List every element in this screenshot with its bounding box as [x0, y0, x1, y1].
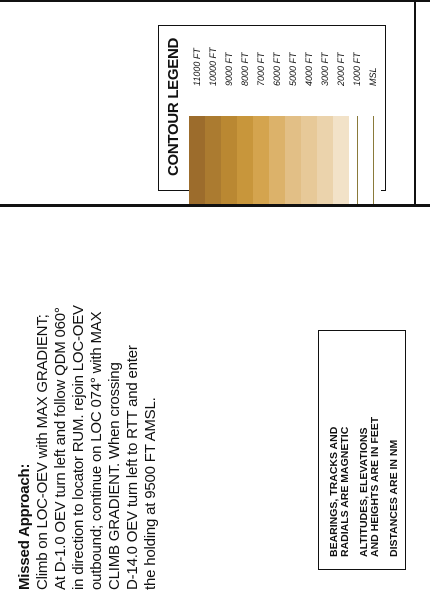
missed-approach: Missed Approach: Climb on LOC-OEV with M… [16, 305, 160, 590]
right-rule [414, 0, 416, 206]
contour-legend: CONTOUR LEGEND 11000 FT 10000 FT 9000 FT 80… [158, 25, 386, 204]
legend-level-label: 9000 FT [224, 52, 234, 86]
legend-level-label: 10000 FT [208, 47, 218, 86]
note: BEARINGS, TRACKS AND RADIALS ARE MAGNETIC [328, 426, 351, 557]
top-rule [0, 0, 430, 2]
missed-line: the holding at 9500 FT AMSL. [142, 397, 159, 590]
legend-swatch [365, 116, 381, 204]
legend-swatch [221, 116, 237, 204]
legend-swatch [301, 116, 317, 204]
missed-line: At D-1.0 OEV turn left and follow QDM 06… [52, 307, 69, 590]
missed-line: D-14.0 OEV turn left to RTT and enter [124, 345, 141, 590]
legend-level-label: 3000 FT [320, 52, 330, 86]
missed-line: outbound; continue on LOC 074° with MAX [88, 311, 105, 590]
contour-line [373, 116, 374, 204]
legend-swatch [333, 116, 349, 204]
legend-swatch [317, 116, 333, 204]
legend-swatch [205, 116, 221, 204]
notes-box: BEARINGS, TRACKS AND RADIALS ARE MAGNETIC… [318, 330, 406, 570]
legend-swatch [349, 116, 365, 204]
legend-level-label: 1000 FT [352, 52, 362, 86]
legend-swatch [285, 116, 301, 204]
note-line: RADIALS ARE MAGNETIC [339, 426, 351, 557]
legend-level-label: 7000 FT [256, 52, 266, 86]
legend-level-label: 8000 FT [240, 52, 250, 86]
section-rule [0, 204, 430, 207]
missed-title: Missed Approach: [16, 463, 33, 590]
legend-level-label: 6000 FT [272, 52, 282, 86]
missed-line: in direction to locator RUM. rejoin LOC-… [70, 305, 87, 590]
legend-level-label: 4000 FT [304, 52, 314, 86]
legend-swatch [269, 116, 285, 204]
contour-line [357, 116, 358, 204]
note: ALTITUDES, ELEVATIONS AND HEIGHTS ARE IN … [358, 416, 381, 557]
note-line: DISTANCES ARE IN NM [388, 439, 400, 557]
missed-line: Climb on LOC-OEV with MAX GRADIENT; [34, 314, 51, 590]
legend-swatch [253, 116, 269, 204]
legend-swatch [189, 116, 205, 204]
legend-swatch [237, 116, 253, 204]
note-line: AND HEIGHTS ARE IN FEET [369, 416, 381, 557]
legend-level-label: 11000 FT [192, 48, 202, 86]
missed-line: CLIMB GRADIENT. When crossing [106, 362, 123, 590]
note: DISTANCES ARE IN NM [388, 439, 400, 557]
legend-level-label: 5000 FT [288, 52, 298, 86]
legend-title: CONTOUR LEGEND [165, 37, 182, 176]
legend-level-label: MSL [368, 67, 378, 86]
legend-level-label: 2000 FT [336, 52, 346, 86]
